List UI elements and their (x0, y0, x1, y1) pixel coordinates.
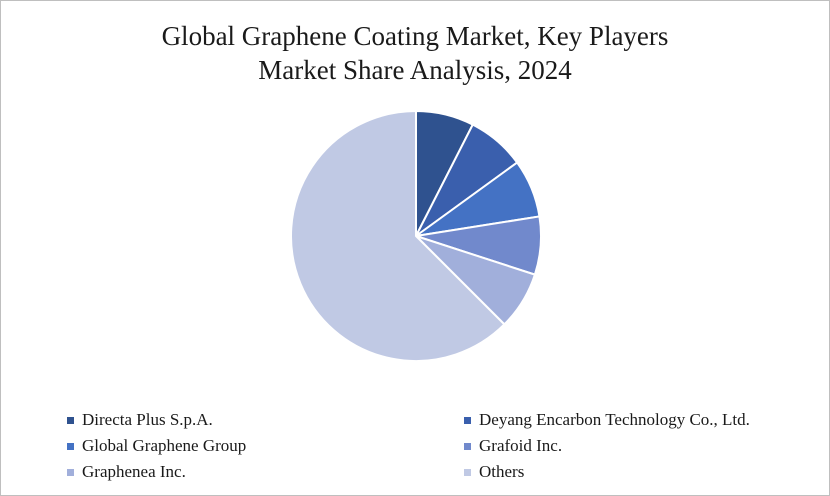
legend-swatch (464, 416, 471, 424)
legend-item-directa-plus: Directa Plus S.p.A. (67, 410, 213, 430)
legend-item-others: Others (464, 462, 524, 482)
legend-label: Others (479, 462, 525, 481)
legend-label: Grafoid Inc. (479, 436, 563, 455)
pie-slice-others (290, 110, 506, 362)
legend-item-global-graphene-group: Global Graphene Group (67, 436, 246, 456)
legend-label: Directa Plus S.p.A. (82, 410, 213, 429)
legend-label: Graphenea Inc. (82, 462, 186, 481)
legend-item-deyang-encarbon: Deyang Encarbon Technology Co., Ltd. (464, 410, 750, 430)
chart-title-line-1: Global Graphene Coating Market, Key Play… (161, 21, 669, 51)
legend-item-grafoid: Grafoid Inc. (464, 436, 562, 456)
chart-title-line-2: Market Share Analysis, 2024 (258, 55, 572, 85)
legend-label: Global Graphene Group (82, 436, 247, 455)
legend: Directa Plus S.p.A. Deyang Encarbon Tech… (67, 410, 827, 490)
legend-swatch (67, 468, 74, 476)
legend-item-graphenea: Graphenea Inc. (67, 462, 186, 482)
pie-chart (290, 110, 542, 362)
chart-title: Global Graphene Coating Market, Key Play… (1, 19, 829, 87)
legend-label: Deyang Encarbon Technology Co., Ltd. (479, 410, 750, 429)
legend-swatch (464, 442, 471, 450)
legend-swatch (67, 416, 74, 424)
legend-swatch (67, 442, 74, 450)
legend-swatch (464, 468, 471, 476)
